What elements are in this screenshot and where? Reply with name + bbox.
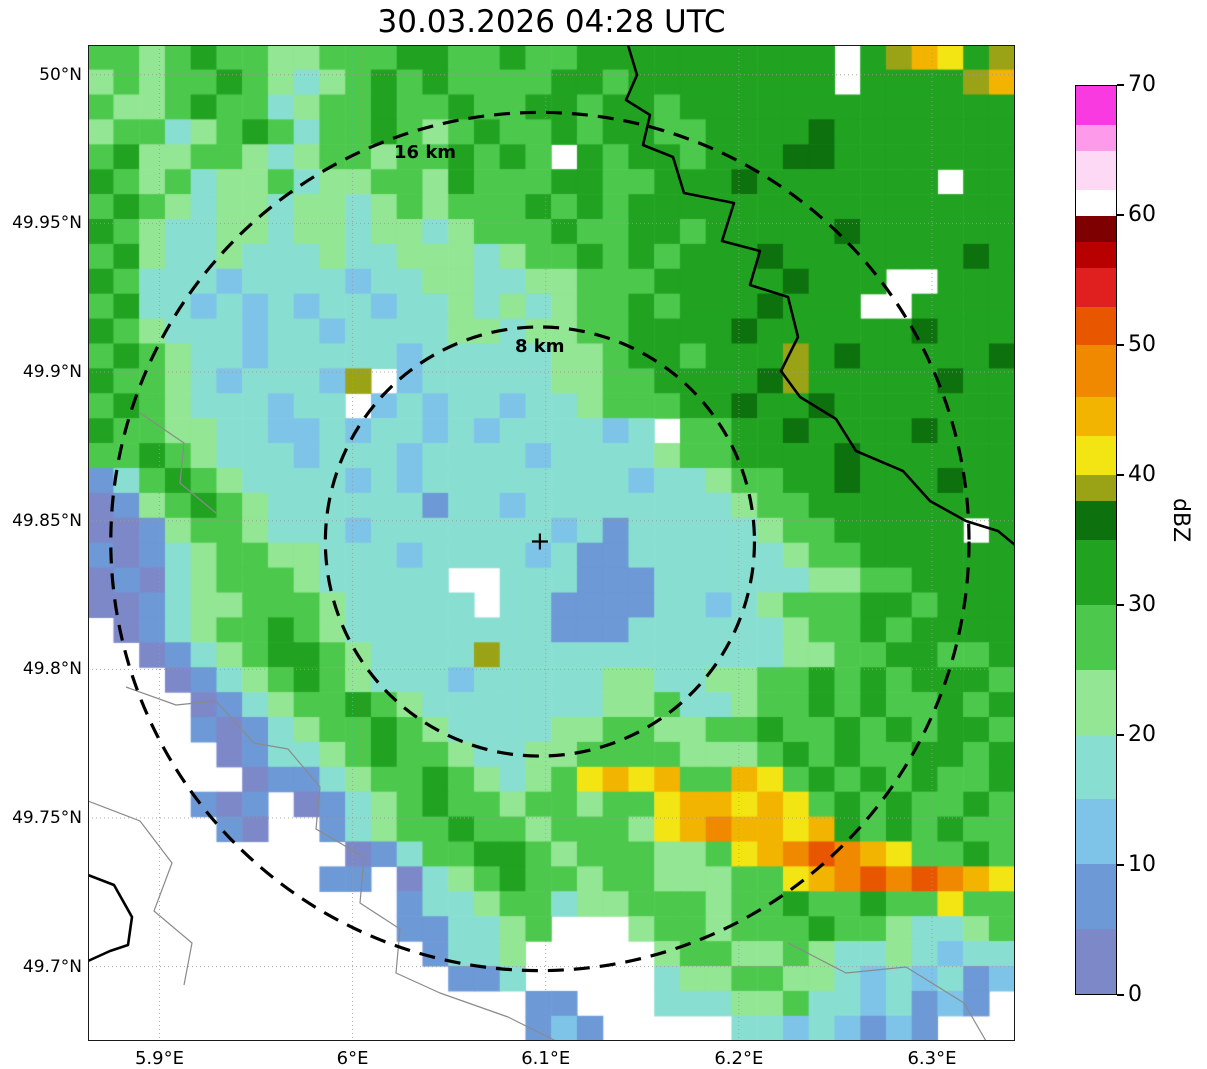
colorbar: [1075, 85, 1117, 995]
range-ring-8km: [323, 325, 757, 758]
colorbar-segment-62-65dBZ: [1076, 150, 1116, 190]
lat-tick-label: 49.8°N: [22, 659, 82, 680]
admin-boundary-path: [139, 412, 217, 514]
center-cross: [531, 533, 548, 550]
colorbar-tick-label: 50: [1128, 332, 1156, 357]
range-ring-16km: [109, 110, 971, 973]
lon-tick-label: 6°E: [336, 1048, 369, 1069]
colorbar-tick-mark: [1117, 864, 1124, 866]
colorbar-tick-label: 20: [1128, 722, 1156, 747]
range-rings: [109, 110, 971, 973]
colorbar-segment-0-5dBZ: [1076, 928, 1116, 994]
admin-boundary-path: [125, 686, 557, 1041]
colorbar-tick-label: 40: [1128, 462, 1156, 487]
colorbar-segment-10-15dBZ: [1076, 799, 1116, 865]
colorbar-tick-mark: [1117, 994, 1124, 996]
lat-tick-label: 49.7°N: [22, 956, 82, 977]
colorbar-segment-67-70dBZ: [1076, 85, 1116, 125]
lon-tick-label: 5.9°E: [134, 1048, 184, 1069]
radar-heatmap-canvas: [88, 45, 1015, 1041]
colorbar-segment-58-60dBZ: [1076, 215, 1116, 242]
lat-tick-label: 50°N: [39, 64, 82, 85]
colorbar-segment-50-53dBZ: [1076, 306, 1116, 346]
lat-tick-label: 49.75°N: [12, 808, 82, 828]
admin-boundary-path: [787, 942, 987, 1041]
admin-boundary-path: [88, 800, 193, 986]
range-ring-label-16km: 16 km: [394, 142, 457, 163]
border-path-southwest: [88, 873, 134, 963]
lat-tick-label: 49.9°N: [22, 362, 82, 383]
colorbar-segment-53-56dBZ: [1076, 267, 1116, 307]
colorbar-segment-15-20dBZ: [1076, 734, 1116, 800]
lon-tick-label: 6.3°E: [907, 1048, 957, 1069]
colorbar-segment-38-40dBZ: [1076, 474, 1116, 502]
river-border-path: [624, 45, 1015, 547]
colorbar-segment-56-58dBZ: [1076, 241, 1116, 268]
map-plot: 16 km 8 km: [88, 45, 1015, 1041]
graticule-gridlines: [88, 45, 1015, 1041]
colorbar-segment-60-62dBZ: [1076, 189, 1116, 216]
range-ring-label-8km: 8 km: [515, 336, 565, 357]
colorbar-tick-label: 30: [1128, 592, 1156, 617]
colorbar-segment-65-67dBZ: [1076, 124, 1116, 151]
colorbar-tick-mark: [1117, 84, 1124, 86]
map-overlay: [88, 45, 1015, 1041]
country-borders: [88, 45, 1015, 963]
colorbar-tick-mark: [1117, 604, 1124, 606]
colorbar-segment-35-38dBZ: [1076, 500, 1116, 540]
colorbar-segment-43-46dBZ: [1076, 396, 1116, 437]
lon-tick-label: 6.2°E: [714, 1048, 764, 1069]
colorbar-tick-mark: [1117, 344, 1124, 346]
colorbar-tick-label: 0: [1128, 982, 1142, 1007]
lat-tick-label: 49.95°N: [12, 213, 82, 234]
figure-title: 30.03.2026 04:28 UTC: [377, 4, 726, 40]
admin-boundaries: [88, 412, 987, 1041]
colorbar-segment-30-35dBZ: [1076, 539, 1116, 605]
colorbar-segment-5-10dBZ: [1076, 863, 1116, 930]
lon-tick-label: 6.1°E: [521, 1048, 571, 1069]
colorbar-tick-mark: [1117, 734, 1124, 736]
colorbar-tick-label: 60: [1128, 202, 1156, 227]
colorbar-segment-46-50dBZ: [1076, 345, 1116, 398]
colorbar-segment-20-25dBZ: [1076, 669, 1116, 735]
lat-tick-label: 49.85°N: [12, 510, 82, 531]
colorbar-segment-40-43dBZ: [1076, 435, 1116, 476]
radar-center-marker: [531, 533, 548, 550]
colorbar-tick-label: 70: [1128, 72, 1156, 97]
colorbar-axis-label: dBZ: [1168, 498, 1193, 543]
colorbar-tick-mark: [1117, 214, 1124, 216]
colorbar-tick-mark: [1117, 474, 1124, 476]
colorbar-segment-25-30dBZ: [1076, 604, 1116, 670]
colorbar-tick-label: 10: [1128, 852, 1156, 877]
